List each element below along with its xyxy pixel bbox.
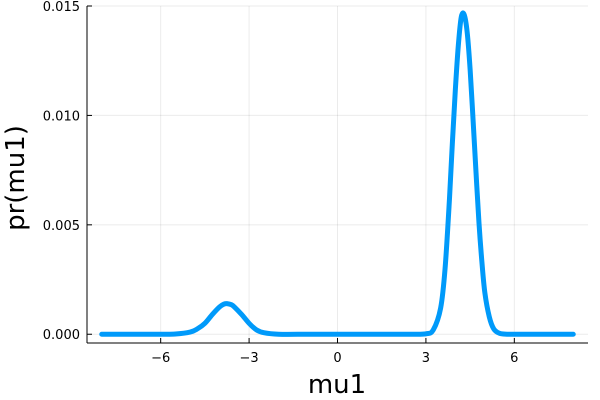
x-tick-label: 0 (333, 351, 341, 366)
y-tick-label: 0.005 (43, 219, 80, 234)
x-axis-label: mu1 (308, 370, 366, 400)
x-tick-label: −3 (240, 351, 259, 366)
y-tick-label: 0.000 (43, 328, 80, 343)
x-tick-label: 3 (422, 351, 430, 366)
x-tick-group: −6 −3 0 3 6 (151, 338, 518, 366)
y-tick-label: 0.015 (43, 0, 80, 15)
y-tick-group: 0.000 0.005 0.010 0.015 (43, 0, 92, 343)
x-tick-label: 6 (510, 351, 518, 366)
series-line (99, 10, 576, 337)
x-tick-label: −6 (151, 351, 170, 366)
y-axis-label: pr(mu1) (1, 125, 31, 231)
y-tick-label: 0.010 (43, 109, 80, 124)
